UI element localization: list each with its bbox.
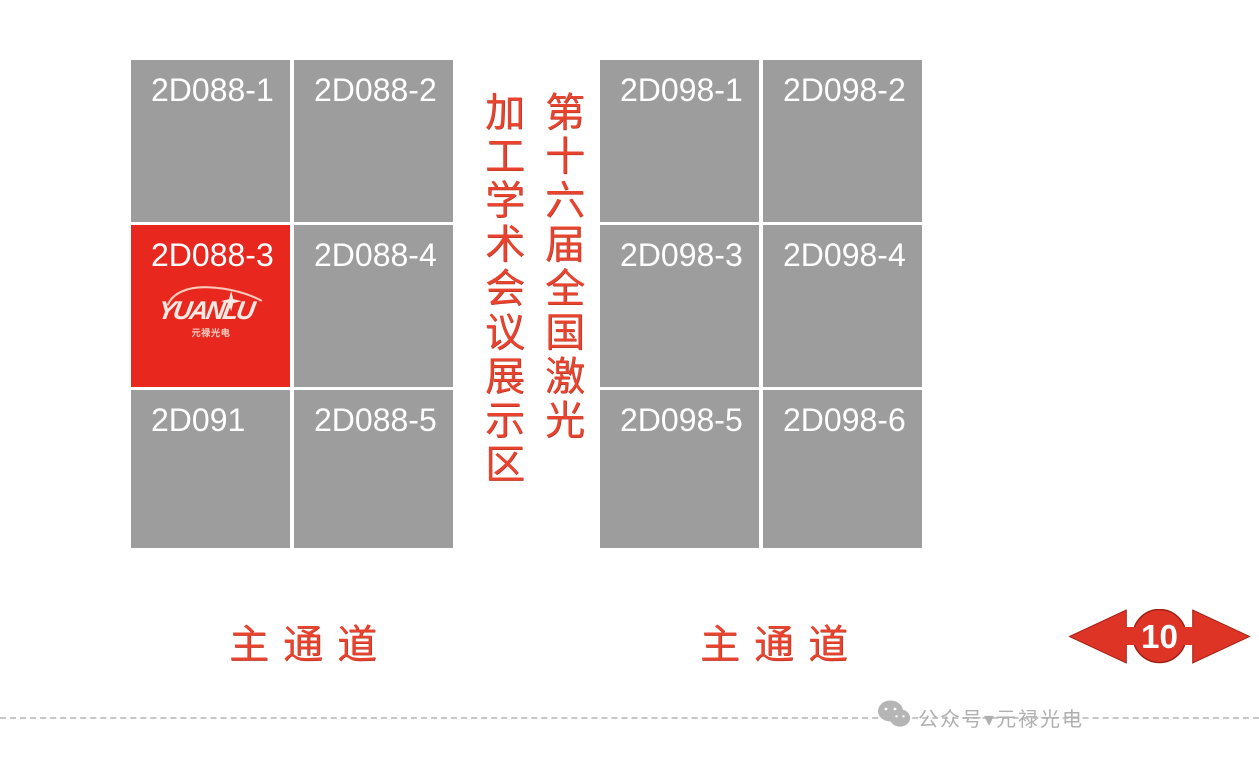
svg-text:YUANLU: YUANLU <box>156 297 259 325</box>
svg-text:10: 10 <box>1141 619 1178 656</box>
svg-text:元禄光电: 元禄光电 <box>192 327 231 338</box>
